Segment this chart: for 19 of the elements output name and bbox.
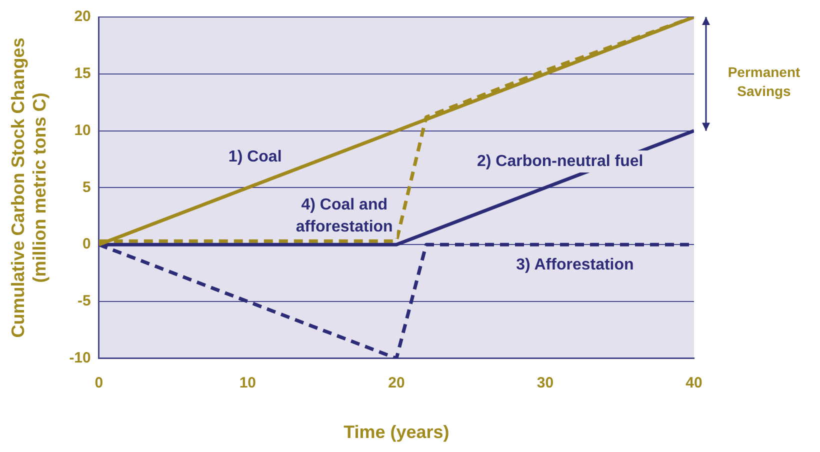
y-tick-label: -10 [69, 350, 91, 367]
y-tick-label: 5 [82, 178, 91, 196]
x-tick-label: 20 [388, 374, 405, 392]
y-tick-label: -5 [78, 292, 91, 310]
text: Permanent Savings [728, 64, 801, 99]
y-axis-title: Cumulative Carbon Stock Changes (million metric tons C) [8, 38, 50, 338]
x-tick-label: 40 [686, 374, 702, 392]
x-tick-label: 30 [536, 374, 554, 392]
series-label: 1) Coal [228, 148, 282, 166]
y-tick-label: 20 [74, 8, 91, 26]
y-tick-label: 15 [74, 65, 91, 82]
y-tick-label: 0 [82, 236, 91, 253]
y-tick-label: 10 [74, 122, 91, 139]
x-axis-title: Time (years) [344, 422, 450, 442]
series-label: 4) Coal and afforestation [296, 196, 393, 236]
x-tick-label: 10 [239, 374, 256, 392]
x-tick-label: 0 [94, 374, 104, 392]
series-label: 3) Afforestation [516, 256, 634, 274]
series-label: 2) Carbon-neutral fuel [476, 152, 644, 170]
